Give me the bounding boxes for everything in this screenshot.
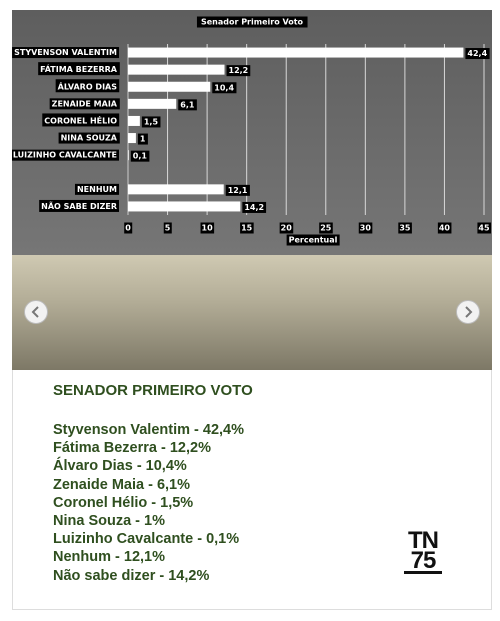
value-label: 14,2 (244, 203, 264, 212)
label-box (319, 222, 333, 234)
x-tick-label: 35 (399, 224, 411, 233)
label-box (163, 222, 172, 234)
bar (128, 81, 211, 92)
label-box (178, 99, 197, 111)
y-tick-label: NENHUM (77, 185, 117, 194)
carousel-slide (12, 255, 492, 370)
chart-title: Senador Primeiro Voto (201, 18, 304, 27)
y-tick-label: LUIZINHO CAVALCANTE (13, 151, 117, 160)
chart-background (12, 10, 492, 255)
chart: Senador Primeiro Voto 0 5 10 15 20 25 30 35 40 45 P… (12, 10, 492, 255)
x-axis-label: Percentual (289, 236, 338, 245)
label-box (130, 150, 150, 162)
bar (128, 64, 225, 75)
value-label: 0,1 (133, 152, 148, 161)
x-tick-label: 10 (202, 224, 214, 233)
bar (128, 133, 136, 144)
label-box (74, 183, 120, 195)
bar (128, 115, 140, 126)
x-tick-label: 0 (125, 224, 131, 233)
label-box (225, 184, 250, 196)
article: SENADOR PRIMEIRO VOTO Styvenson Valentim… (53, 382, 253, 585)
label-box (55, 79, 120, 93)
label-box (398, 222, 412, 234)
label-box (49, 98, 120, 110)
chevron-left (31, 306, 39, 318)
label-box (279, 222, 294, 234)
x-tick-label: 40 (439, 224, 451, 233)
label-box (12, 47, 120, 59)
label-box (38, 62, 120, 76)
logo: TN 75 (398, 527, 448, 574)
value-label: 10,4 (214, 83, 234, 92)
article-item: Zenaide Maia - 6,1% (53, 476, 190, 493)
article-item: Styvenson Valentim - 42,4% (53, 422, 244, 438)
y-tick-label: ÁLVARO DIAS (58, 80, 118, 91)
label-box (358, 222, 373, 234)
label-box (286, 234, 340, 246)
article-list: Styvenson Valentim - 42,4% Fátima Bezerra… (53, 421, 253, 585)
label-box (477, 222, 491, 234)
x-tick-label: 15 (241, 224, 253, 233)
article-item: Nenhum - 12,1% (53, 549, 165, 566)
y-tick-label: NINA SOUZA (61, 134, 118, 143)
label-box (212, 82, 237, 94)
article-item: Não sabe dizer - 14,2% (53, 567, 210, 584)
label-box (124, 222, 133, 234)
value-label: 42,4 (467, 49, 487, 58)
x-tick-label: 45 (478, 224, 490, 233)
label-box (58, 132, 120, 144)
carousel-next[interactable] (456, 300, 480, 324)
article-item: Luizinho Cavalcante - 0,1% (53, 531, 240, 548)
bar (128, 184, 224, 195)
label-box (141, 116, 161, 128)
label-box (196, 16, 308, 28)
value-label: 12,2 (229, 66, 249, 75)
y-tick-label: NÃO SABE DIZER (41, 201, 117, 211)
chevron-right (465, 306, 473, 318)
x-tick-label: 5 (165, 224, 171, 233)
x-tick-label: 20 (281, 224, 293, 233)
x-tick-label: 30 (360, 224, 372, 233)
bar (128, 201, 241, 212)
value-label: 1,5 (144, 117, 159, 126)
article-item: Nina Souza - 1% (53, 513, 165, 530)
article-item: Álvaro Dias - 10,4% (53, 458, 187, 475)
y-tick-label: FÁTIMA BEZERRA (40, 63, 118, 74)
label-box (12, 149, 119, 161)
value-label: 12,1 (228, 186, 248, 195)
label-box (200, 222, 215, 234)
value-label: 1 (140, 135, 146, 144)
bar (128, 47, 464, 58)
label-box (226, 65, 251, 77)
label-box (465, 48, 490, 60)
bar (128, 150, 129, 161)
label-box (137, 133, 148, 145)
article-heading: SENADOR PRIMEIRO VOTO (53, 382, 253, 399)
label-box (42, 113, 120, 127)
y-tick-label: STYVENSON VALENTIM (14, 48, 117, 57)
y-tick-label: ZENAIDE MAIA (52, 99, 118, 108)
label-box (240, 222, 254, 234)
y-tick-label: CORONEL HÉLIO (44, 114, 117, 125)
x-tick-label: 25 (320, 224, 332, 233)
label-box (242, 201, 267, 213)
article-item: Fátima Bezerra - 12,2% (53, 440, 211, 457)
value-label: 6,1 (180, 100, 195, 109)
logo-bottom: 75 (404, 549, 442, 574)
carousel-prev[interactable] (24, 300, 48, 324)
label-box (437, 222, 452, 234)
label-box (39, 199, 119, 212)
article-item: Coronel Hélio - 1,5% (53, 494, 194, 511)
logo-top: TN (408, 527, 439, 554)
bar (128, 98, 177, 109)
